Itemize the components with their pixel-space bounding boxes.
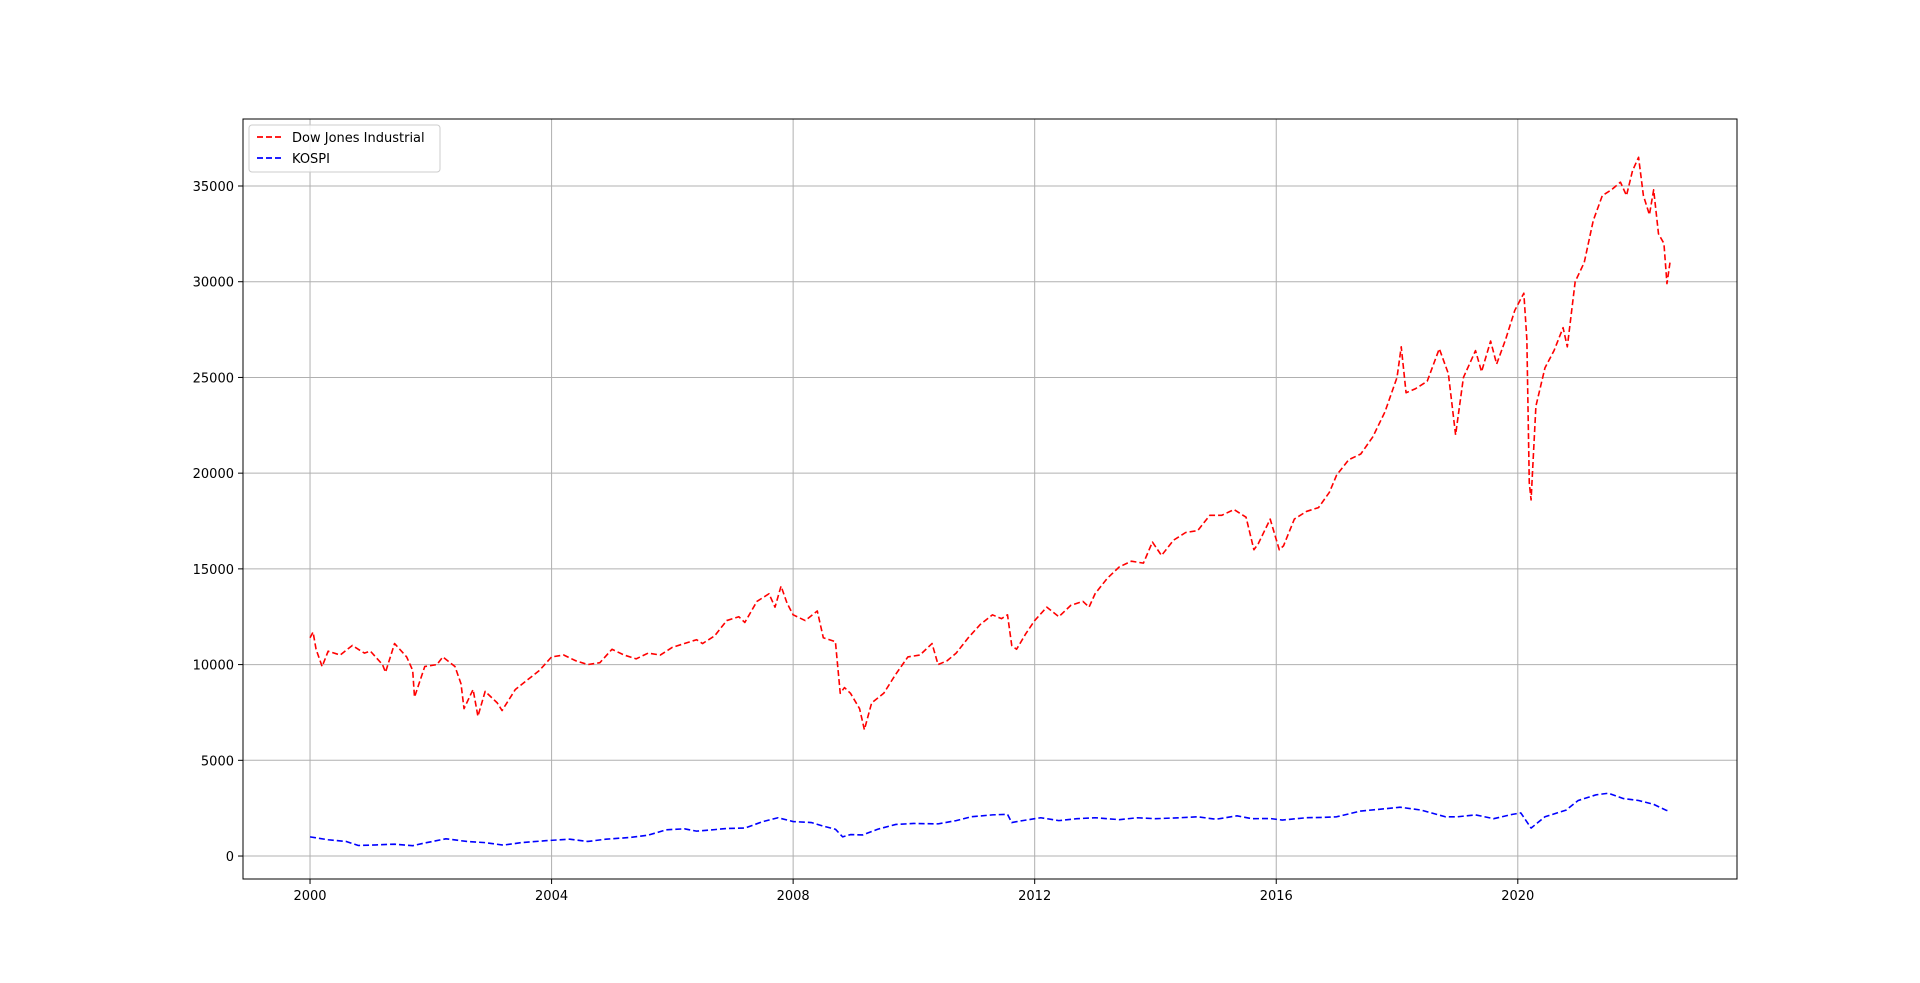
x-tick-label: 2016 xyxy=(1260,889,1293,904)
x-tick-label: 2012 xyxy=(1018,889,1051,904)
legend-label-kospi: KOSPI xyxy=(292,152,330,167)
x-axis: 2000 2004 2008 2012 2016 2020 xyxy=(293,879,1534,904)
plot-area-frame xyxy=(242,118,1738,880)
x-tick-label: 2000 xyxy=(293,889,326,904)
legend-label-dow-jones: Dow Jones Industrial xyxy=(292,131,425,146)
x-tick-label: 2004 xyxy=(535,889,568,904)
y-tick-label: 5000 xyxy=(201,754,234,769)
legend: Dow Jones Industrial KOSPI xyxy=(248,124,441,173)
y-axis: 0 5000 10000 15000 20000 25000 30000 35000 xyxy=(193,180,243,865)
x-tick-label: 2008 xyxy=(777,889,810,904)
y-tick-label: 20000 xyxy=(193,467,234,482)
y-tick-label: 25000 xyxy=(193,371,234,386)
y-tick-label: 15000 xyxy=(193,563,234,578)
y-tick-label: 10000 xyxy=(193,659,234,674)
y-tick-label: 35000 xyxy=(193,180,234,195)
y-tick-label: 0 xyxy=(226,850,234,865)
series-line-kospi xyxy=(309,792,1671,847)
series-layer xyxy=(309,156,1671,847)
series-line-dow-jones-industrial xyxy=(309,156,1671,731)
legend-box xyxy=(248,124,441,173)
y-tick-label: 30000 xyxy=(193,276,234,291)
grid-lines xyxy=(243,119,1737,879)
x-tick-label: 2020 xyxy=(1501,889,1534,904)
